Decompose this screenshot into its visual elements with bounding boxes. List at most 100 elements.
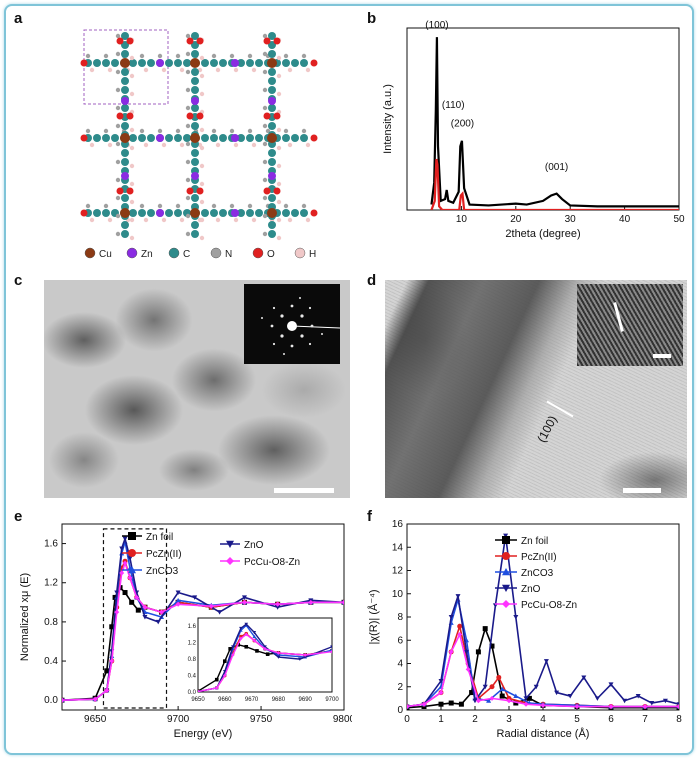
carbon-atom: [291, 209, 299, 217]
hydrogen-atom: [129, 235, 135, 241]
oxygen-atom: [116, 37, 124, 45]
legend-marker: [128, 549, 136, 557]
nitrogen-atom: [175, 128, 181, 134]
nitrogen-atom: [115, 105, 121, 111]
hydrogen-atom: [276, 199, 282, 205]
carbon-atom: [268, 221, 276, 229]
inset-data-point: [252, 630, 257, 635]
nitrogen-atom: [185, 195, 191, 201]
x-tick-label: 2: [472, 714, 478, 725]
hydrogen-atom: [287, 142, 293, 148]
inset-y-tick-label: 0.4: [188, 674, 197, 680]
carbon-atom: [191, 158, 199, 166]
data-point: [635, 694, 641, 699]
tem-image: [44, 280, 350, 498]
carbon-atom: [102, 59, 110, 67]
legend-label-zn: Zn: [141, 249, 153, 260]
legend-label: PcZn(II): [521, 552, 557, 563]
data-point: [142, 615, 148, 620]
carbon-atom: [191, 77, 199, 85]
y-tick-label: 14: [392, 542, 404, 553]
y-tick-label: 12: [392, 566, 404, 577]
carbon-atom: [102, 209, 110, 217]
nitrogen-atom: [229, 53, 235, 59]
x-tick-label: 5: [574, 714, 580, 725]
x-tick-label: 50: [673, 214, 685, 225]
data-point: [503, 533, 509, 539]
oxygen-atom: [116, 112, 124, 120]
carbon-atom: [111, 134, 119, 142]
legend-label-n: N: [225, 249, 232, 260]
nitrogen-atom: [247, 53, 253, 59]
y-tick-label: 6: [397, 635, 403, 646]
legend-marker: [502, 552, 510, 560]
zinc-atom: [231, 209, 239, 217]
x-tick-label: 0: [404, 714, 410, 725]
nitrogen-atom: [115, 87, 121, 93]
data-point: [469, 690, 475, 696]
nitrogen-atom: [262, 123, 268, 129]
hydrogen-atom: [143, 142, 149, 148]
legend-swatch-c: [168, 247, 180, 259]
legend-swatch-h: [294, 247, 306, 259]
oxygen-atom: [186, 187, 194, 195]
inset-x-tick-label: 9690: [299, 697, 313, 703]
hydrogen-atom: [276, 145, 282, 151]
inset-y-tick-label: 1.6: [188, 624, 197, 630]
x-tick-label: 30: [565, 214, 577, 225]
data-point: [489, 695, 495, 701]
carbon-atom: [121, 194, 129, 202]
inset-data-point: [231, 645, 235, 649]
oxygen-atom: [80, 59, 88, 67]
inset-data-point: [244, 644, 249, 649]
nitrogen-atom: [283, 128, 289, 134]
y-tick-label: 8: [397, 612, 403, 623]
nitrogen-atom: [301, 128, 307, 134]
scale-bar-inset: [653, 354, 671, 358]
carbon-atom: [268, 230, 276, 238]
carbon-atom: [191, 149, 199, 157]
data-point: [533, 684, 539, 690]
carbon-atom: [121, 122, 129, 130]
x-tick-label: 3: [506, 714, 512, 725]
copper-atom: [267, 208, 277, 218]
nitrogen-atom: [115, 51, 121, 57]
inset-data-point: [330, 645, 332, 649]
nitrogen-atom: [262, 141, 268, 147]
data-point: [642, 704, 648, 710]
data-point: [134, 594, 140, 600]
nitrogen-atom: [115, 195, 121, 201]
oxygen-atom: [126, 112, 134, 120]
hydrogen-atom: [107, 217, 113, 223]
carbon-atom: [165, 134, 173, 142]
inset-data-point: [263, 645, 267, 649]
nitrogen-atom: [229, 203, 235, 209]
inset-data-point: [276, 651, 281, 655]
data-point: [506, 698, 512, 704]
data-point: [513, 693, 519, 699]
hydrogen-atom: [276, 73, 282, 79]
nitrogen-atom: [185, 159, 191, 165]
nitrogen-atom: [103, 128, 109, 134]
peak-annotation: (100): [425, 20, 448, 31]
data-point: [142, 604, 148, 610]
data-point: [114, 609, 120, 615]
carbon-atom: [147, 134, 155, 142]
nitrogen-atom: [262, 231, 268, 237]
copper-atom: [120, 208, 130, 218]
nitrogen-atom: [211, 203, 217, 209]
y-tick-label: 2: [397, 682, 403, 693]
data-point: [526, 695, 532, 701]
carbon-atom: [291, 134, 299, 142]
hydrogen-atom: [276, 217, 282, 223]
data-point: [241, 595, 247, 600]
inset-data-point: [330, 649, 332, 654]
data-point: [622, 698, 628, 704]
carbon-atom: [255, 59, 263, 67]
inset-data-point: [252, 634, 257, 638]
hydrogen-atom: [215, 67, 221, 73]
data-point: [472, 698, 478, 704]
inset-x-tick-label: 9670: [245, 697, 259, 703]
plot-frame: [406, 27, 680, 211]
data-point: [543, 659, 549, 664]
